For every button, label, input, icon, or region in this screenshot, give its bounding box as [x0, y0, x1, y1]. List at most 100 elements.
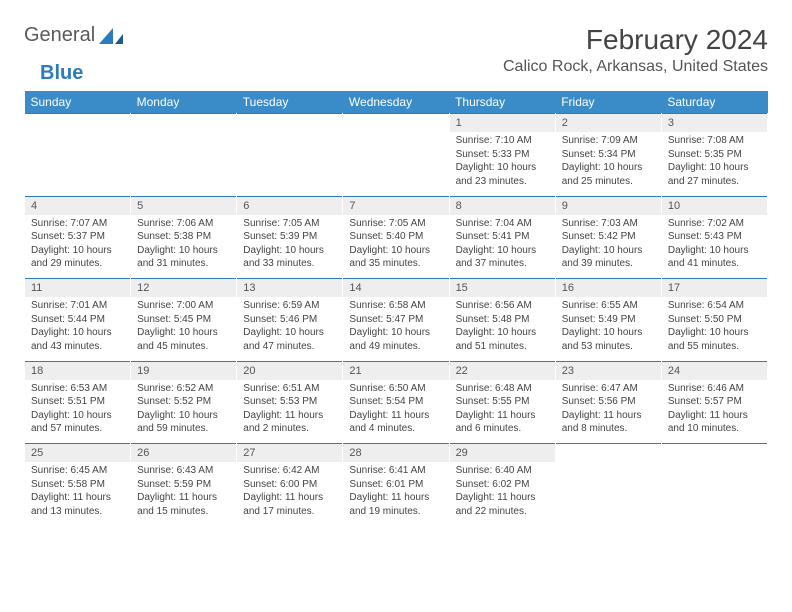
day-data-cell: Sunrise: 7:03 AMSunset: 5:42 PMDaylight:… — [555, 215, 661, 279]
logo-word-blue: Blue — [40, 62, 83, 84]
day1-text: Daylight: 10 hours — [349, 326, 442, 340]
weekday-header: Sunday — [25, 91, 131, 114]
day-number-cell: 1 — [449, 114, 555, 133]
sunset-text: Sunset: 5:54 PM — [349, 395, 442, 409]
sunset-text: Sunset: 5:37 PM — [31, 230, 124, 244]
sunset-text: Sunset: 5:41 PM — [456, 230, 549, 244]
day-number-cell — [661, 444, 767, 463]
sunrise-text: Sunrise: 6:41 AM — [349, 464, 442, 478]
day2-text: and 33 minutes. — [243, 257, 336, 271]
sunset-text: Sunset: 6:02 PM — [456, 478, 549, 492]
day2-text: and 41 minutes. — [668, 257, 761, 271]
logo-word-general: General — [24, 24, 95, 47]
sunrise-text: Sunrise: 7:09 AM — [562, 134, 655, 148]
day2-text: and 17 minutes. — [243, 505, 336, 519]
sunrise-text: Sunrise: 7:07 AM — [31, 217, 124, 231]
day-number-cell: 6 — [237, 196, 343, 215]
sunrise-text: Sunrise: 7:03 AM — [562, 217, 655, 231]
sunset-text: Sunset: 5:48 PM — [456, 313, 549, 327]
day-data-cell: Sunrise: 7:06 AMSunset: 5:38 PMDaylight:… — [131, 215, 237, 279]
day1-text: Daylight: 10 hours — [31, 326, 124, 340]
sunrise-text: Sunrise: 6:52 AM — [137, 382, 230, 396]
day-number-cell: 17 — [661, 279, 767, 298]
day-data-cell: Sunrise: 6:51 AMSunset: 5:53 PMDaylight:… — [237, 380, 343, 444]
day1-text: Daylight: 11 hours — [31, 491, 124, 505]
day2-text: and 2 minutes. — [243, 422, 336, 436]
day1-text: Daylight: 10 hours — [668, 326, 761, 340]
day-data-cell: Sunrise: 6:59 AMSunset: 5:46 PMDaylight:… — [237, 297, 343, 361]
day-data-row: Sunrise: 6:53 AMSunset: 5:51 PMDaylight:… — [25, 380, 768, 444]
day-number-cell: 18 — [25, 361, 131, 380]
day2-text: and 35 minutes. — [349, 257, 442, 271]
day-number-cell: 22 — [449, 361, 555, 380]
day1-text: Daylight: 11 hours — [562, 409, 655, 423]
day-number-cell: 7 — [343, 196, 449, 215]
day-number-cell: 10 — [661, 196, 767, 215]
day1-text: Daylight: 10 hours — [137, 244, 230, 258]
day-number-cell: 19 — [131, 361, 237, 380]
sunrise-text: Sunrise: 6:46 AM — [668, 382, 761, 396]
day2-text: and 19 minutes. — [349, 505, 442, 519]
weekday-header: Saturday — [661, 91, 767, 114]
day-data-cell — [131, 132, 237, 196]
day2-text: and 55 minutes. — [668, 340, 761, 354]
day2-text: and 13 minutes. — [31, 505, 124, 519]
sunset-text: Sunset: 5:35 PM — [668, 148, 761, 162]
sunrise-text: Sunrise: 6:42 AM — [243, 464, 336, 478]
day2-text: and 15 minutes. — [137, 505, 230, 519]
day-number-cell: 15 — [449, 279, 555, 298]
sunrise-text: Sunrise: 7:01 AM — [31, 299, 124, 313]
day2-text: and 53 minutes. — [562, 340, 655, 354]
sunrise-text: Sunrise: 6:47 AM — [562, 382, 655, 396]
day-data-cell: Sunrise: 6:46 AMSunset: 5:57 PMDaylight:… — [661, 380, 767, 444]
day1-text: Daylight: 10 hours — [668, 161, 761, 175]
sunrise-text: Sunrise: 6:59 AM — [243, 299, 336, 313]
day-data-cell: Sunrise: 6:55 AMSunset: 5:49 PMDaylight:… — [555, 297, 661, 361]
day-number-cell: 4 — [25, 196, 131, 215]
day-number-cell: 2 — [555, 114, 661, 133]
day-number-cell: 3 — [661, 114, 767, 133]
day1-text: Daylight: 10 hours — [456, 326, 549, 340]
day2-text: and 37 minutes. — [456, 257, 549, 271]
sunset-text: Sunset: 6:01 PM — [349, 478, 442, 492]
day-data-cell: Sunrise: 7:09 AMSunset: 5:34 PMDaylight:… — [555, 132, 661, 196]
day-data-cell: Sunrise: 6:41 AMSunset: 6:01 PMDaylight:… — [343, 462, 449, 526]
day-data-cell: Sunrise: 6:40 AMSunset: 6:02 PMDaylight:… — [449, 462, 555, 526]
sunrise-text: Sunrise: 6:40 AM — [456, 464, 549, 478]
day-number-row: 123 — [25, 114, 768, 133]
day-data-cell: Sunrise: 7:00 AMSunset: 5:45 PMDaylight:… — [131, 297, 237, 361]
day1-text: Daylight: 10 hours — [31, 244, 124, 258]
day2-text: and 10 minutes. — [668, 422, 761, 436]
day-number-cell: 25 — [25, 444, 131, 463]
day-data-cell: Sunrise: 6:42 AMSunset: 6:00 PMDaylight:… — [237, 462, 343, 526]
day-data-cell: Sunrise: 7:05 AMSunset: 5:40 PMDaylight:… — [343, 215, 449, 279]
day-data-cell — [555, 462, 661, 526]
day1-text: Daylight: 10 hours — [562, 326, 655, 340]
day-data-row: Sunrise: 7:10 AMSunset: 5:33 PMDaylight:… — [25, 132, 768, 196]
day-number-cell — [555, 444, 661, 463]
day-data-row: Sunrise: 7:07 AMSunset: 5:37 PMDaylight:… — [25, 215, 768, 279]
day-number-cell: 27 — [237, 444, 343, 463]
sunrise-text: Sunrise: 6:58 AM — [349, 299, 442, 313]
day1-text: Daylight: 10 hours — [562, 244, 655, 258]
day-data-cell: Sunrise: 6:52 AMSunset: 5:52 PMDaylight:… — [131, 380, 237, 444]
weekday-header: Monday — [131, 91, 237, 114]
sunrise-text: Sunrise: 6:50 AM — [349, 382, 442, 396]
sunrise-text: Sunrise: 7:02 AM — [668, 217, 761, 231]
weekday-header-row: Sunday Monday Tuesday Wednesday Thursday… — [25, 91, 768, 114]
day1-text: Daylight: 11 hours — [456, 491, 549, 505]
day-number-cell — [343, 114, 449, 133]
sunrise-text: Sunrise: 6:51 AM — [243, 382, 336, 396]
day-data-cell: Sunrise: 6:48 AMSunset: 5:55 PMDaylight:… — [449, 380, 555, 444]
day-data-cell: Sunrise: 6:43 AMSunset: 5:59 PMDaylight:… — [131, 462, 237, 526]
day2-text: and 57 minutes. — [31, 422, 124, 436]
day-number-row: 45678910 — [25, 196, 768, 215]
day-number-cell: 11 — [25, 279, 131, 298]
day-number-row: 2526272829 — [25, 444, 768, 463]
day-data-cell: Sunrise: 6:56 AMSunset: 5:48 PMDaylight:… — [449, 297, 555, 361]
sunrise-text: Sunrise: 6:53 AM — [31, 382, 124, 396]
day-data-cell: Sunrise: 6:53 AMSunset: 5:51 PMDaylight:… — [25, 380, 131, 444]
day2-text: and 51 minutes. — [456, 340, 549, 354]
sunset-text: Sunset: 5:38 PM — [137, 230, 230, 244]
day-number-cell: 14 — [343, 279, 449, 298]
